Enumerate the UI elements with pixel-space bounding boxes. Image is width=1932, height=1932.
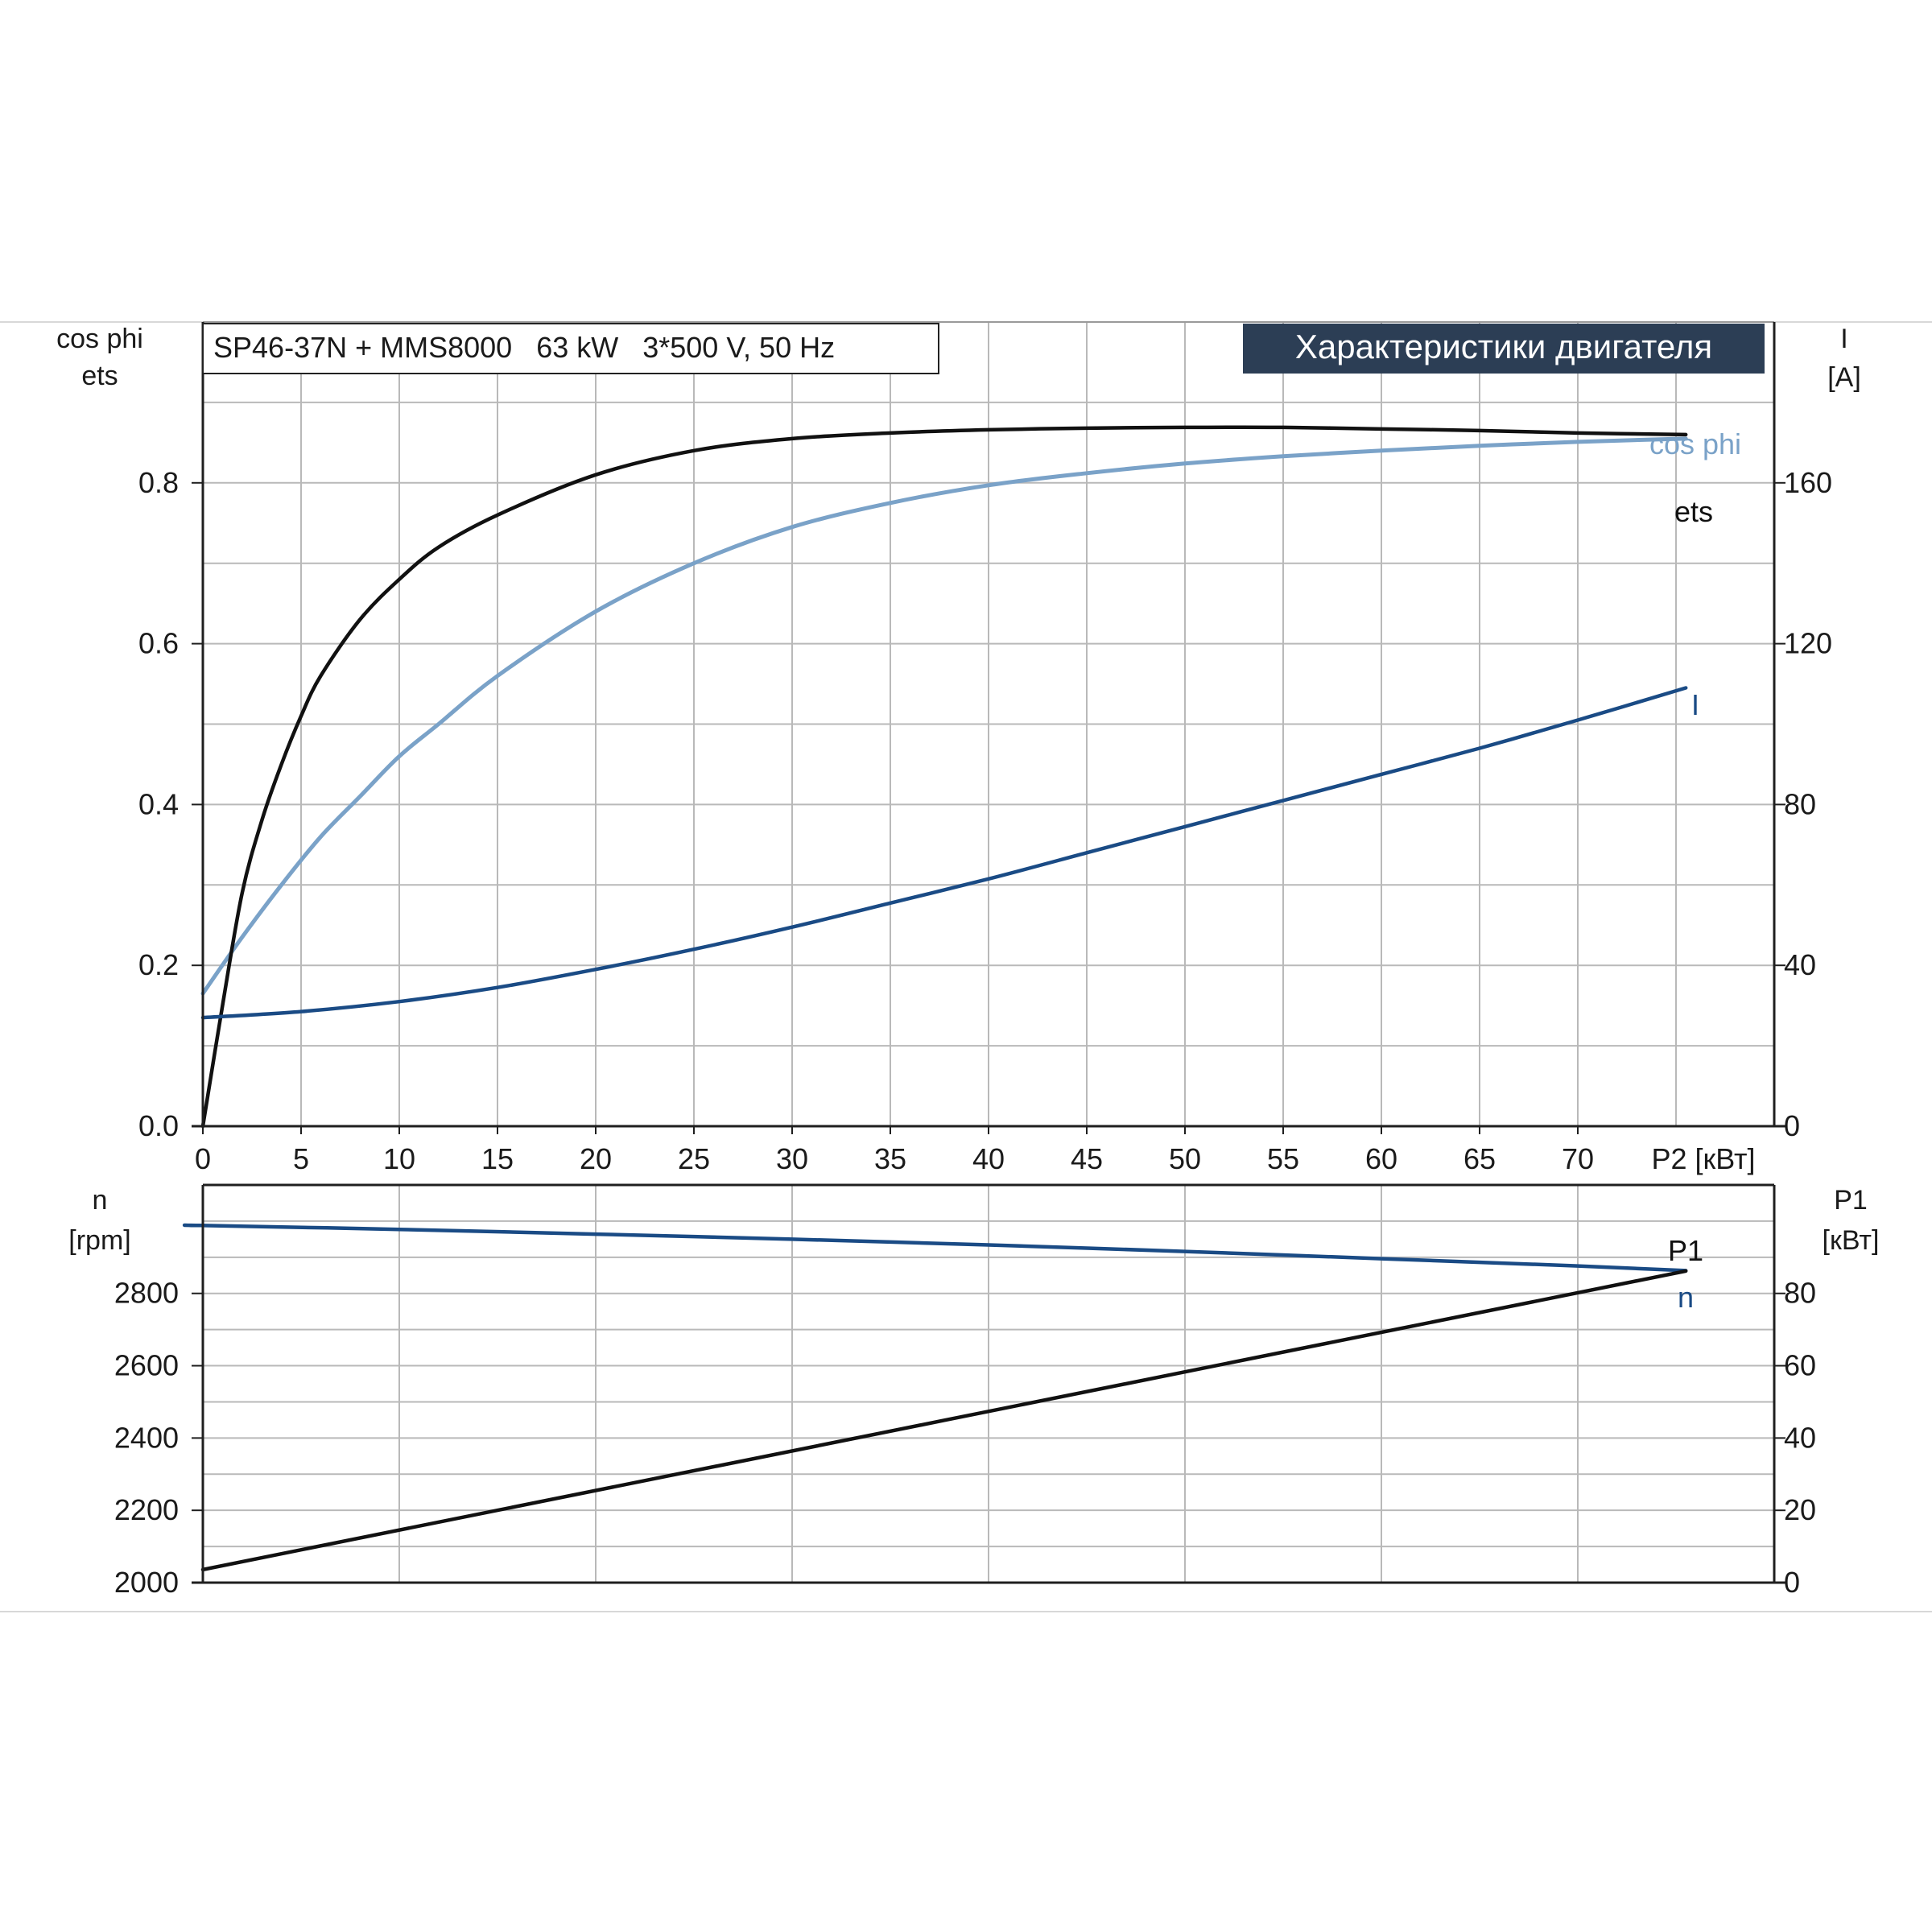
lower-grid xyxy=(203,1183,1774,1583)
ets-curve xyxy=(200,425,1688,1129)
left-tick-label: 2400 xyxy=(114,1421,179,1454)
left-tick-label: 0.8 xyxy=(138,466,179,499)
right-tick-label: 40 xyxy=(1784,1421,1816,1454)
right-tick-label: 0 xyxy=(1784,1109,1800,1142)
info-box-text: SP46-37N + MMS8000 63 kW 3*500 V, 50 Hz xyxy=(213,331,835,364)
x-tick-label: 60 xyxy=(1365,1142,1397,1175)
upper-ticks: 0 5 10 15 20 25 30 35 40 45 50 55 60 65 70 0.0 0.2 0.4 0.6… xyxy=(138,466,1832,1175)
right-axis-title-p1: P1 xyxy=(1834,1185,1868,1216)
x-tick-label: 55 xyxy=(1267,1142,1299,1175)
lower-ticks: 2000 2200 2400 2600 2800 0 20 40 60 80 xyxy=(114,1277,1816,1599)
left-tick-label: 0.4 xyxy=(138,787,179,820)
upper-grid xyxy=(203,321,1774,1126)
upper-panel: 0 5 10 15 20 25 30 35 40 45 50 55 60 65 70 0.0 0.2 0.4 0.6… xyxy=(56,321,1861,1175)
left-axis-title-ets: ets xyxy=(81,361,118,391)
x-tick-label: 70 xyxy=(1562,1142,1594,1175)
lower-panel: 2000 2200 2400 2600 2800 0 20 40 60 80 n [rpm] P1… xyxy=(68,1183,1880,1599)
series-label-n: n xyxy=(1678,1281,1694,1314)
series-label-ets: ets xyxy=(1674,495,1713,528)
left-tick-label: 2600 xyxy=(114,1349,179,1382)
title-badge xyxy=(1243,324,1765,374)
left-tick-label: 2200 xyxy=(114,1493,179,1526)
p1-curve xyxy=(200,1269,1688,1572)
title-badge-text: Характеристики двигателя xyxy=(1295,328,1712,365)
right-tick-label: 120 xyxy=(1784,627,1832,660)
left-axis-title-cosphi: cos phi xyxy=(56,324,143,354)
x-tick-label: 15 xyxy=(481,1142,514,1175)
series-label-p1: P1 xyxy=(1668,1234,1703,1267)
lower-axes xyxy=(192,1185,1785,1584)
x-tick-label: 35 xyxy=(874,1142,906,1175)
current-curve xyxy=(200,686,1688,1020)
x-tick-label: 30 xyxy=(776,1142,808,1175)
right-axis-title-i: I xyxy=(1840,324,1847,354)
left-tick-label: 2800 xyxy=(114,1277,179,1310)
cos-phi-curve xyxy=(200,436,1688,996)
x-tick-label: 20 xyxy=(580,1142,612,1175)
left-axis-title-rpm: [rpm] xyxy=(68,1225,130,1256)
left-axis-title-n: n xyxy=(93,1185,108,1216)
series-label-current: I xyxy=(1691,688,1699,721)
right-axis-title-unit: [A] xyxy=(1827,362,1861,393)
right-tick-label: 160 xyxy=(1784,466,1832,499)
x-tick-label: 65 xyxy=(1463,1142,1496,1175)
info-box xyxy=(202,323,939,374)
left-tick-label: 0.2 xyxy=(138,948,179,981)
right-tick-label: 80 xyxy=(1784,1277,1816,1310)
series-label-cosphi: cos phi xyxy=(1649,427,1741,460)
speed-curve xyxy=(182,1223,1688,1273)
x-tick-label: 45 xyxy=(1071,1142,1103,1175)
right-tick-label: 60 xyxy=(1784,1349,1816,1382)
left-tick-label: 0.6 xyxy=(138,627,179,660)
x-tick-label: 40 xyxy=(972,1142,1005,1175)
right-tick-label: 80 xyxy=(1784,787,1816,820)
lower-series xyxy=(182,1223,1688,1572)
right-tick-label: 40 xyxy=(1784,948,1816,981)
right-tick-label: 20 xyxy=(1784,1493,1816,1526)
left-tick-label: 2000 xyxy=(114,1566,179,1599)
upper-series xyxy=(200,425,1688,1129)
x-tick-label: 5 xyxy=(293,1142,309,1175)
right-axis-title-kw: [кВт] xyxy=(1823,1225,1880,1256)
x-tick-label: 10 xyxy=(383,1142,415,1175)
x-tick-label: 0 xyxy=(195,1142,211,1175)
x-tick-label: 50 xyxy=(1169,1142,1201,1175)
right-tick-label: 0 xyxy=(1784,1566,1800,1599)
left-tick-label: 0.0 xyxy=(138,1109,179,1142)
x-tick-label: 25 xyxy=(678,1142,710,1175)
x-axis-unit: P2 [кВт] xyxy=(1651,1142,1755,1175)
